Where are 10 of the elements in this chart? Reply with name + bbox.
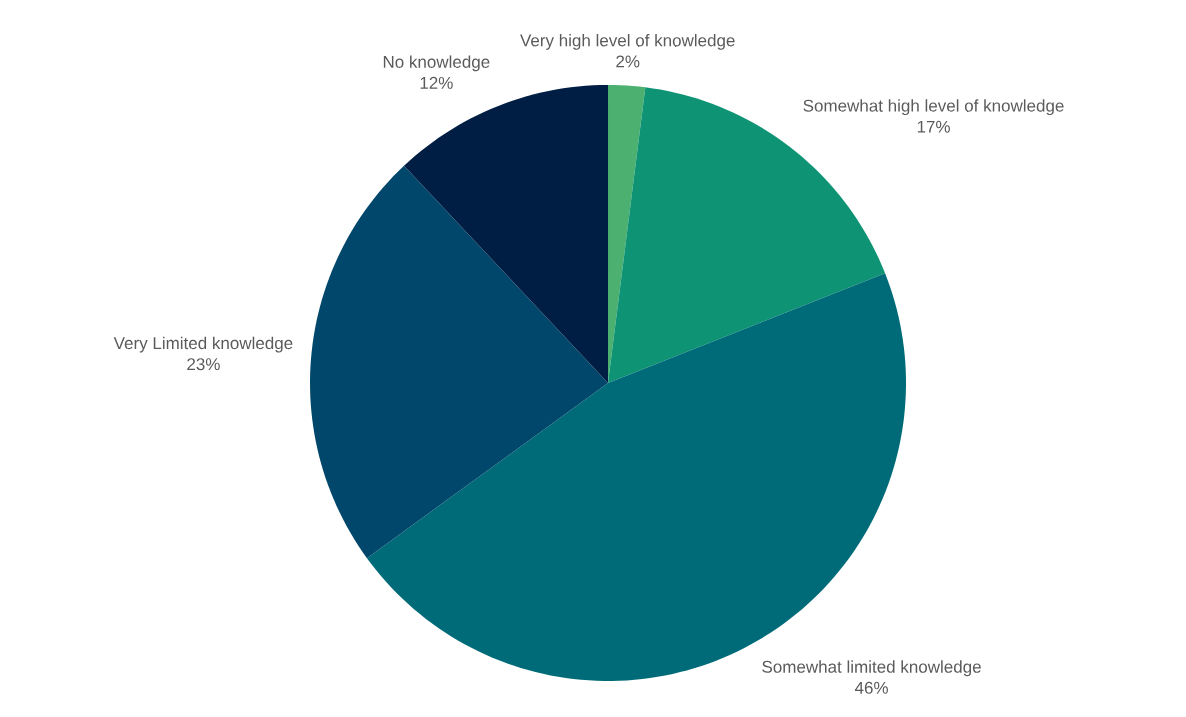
data-label: 2%: [616, 55, 640, 68]
slice-label: Very Limited knowledge: [113, 336, 293, 353]
data-label: 12%: [420, 76, 453, 89]
data-label: 17%: [917, 120, 950, 133]
data-label: 23%: [187, 358, 220, 371]
slice-label: Somewhat limited knowledge: [762, 660, 981, 677]
data-label: 46%: [854, 681, 888, 694]
slice-label: No knowledge: [383, 55, 490, 72]
slice-label: Somewhat high level of knowledge: [803, 99, 1064, 116]
slice-label: Very high level of knowledge: [520, 34, 735, 50]
